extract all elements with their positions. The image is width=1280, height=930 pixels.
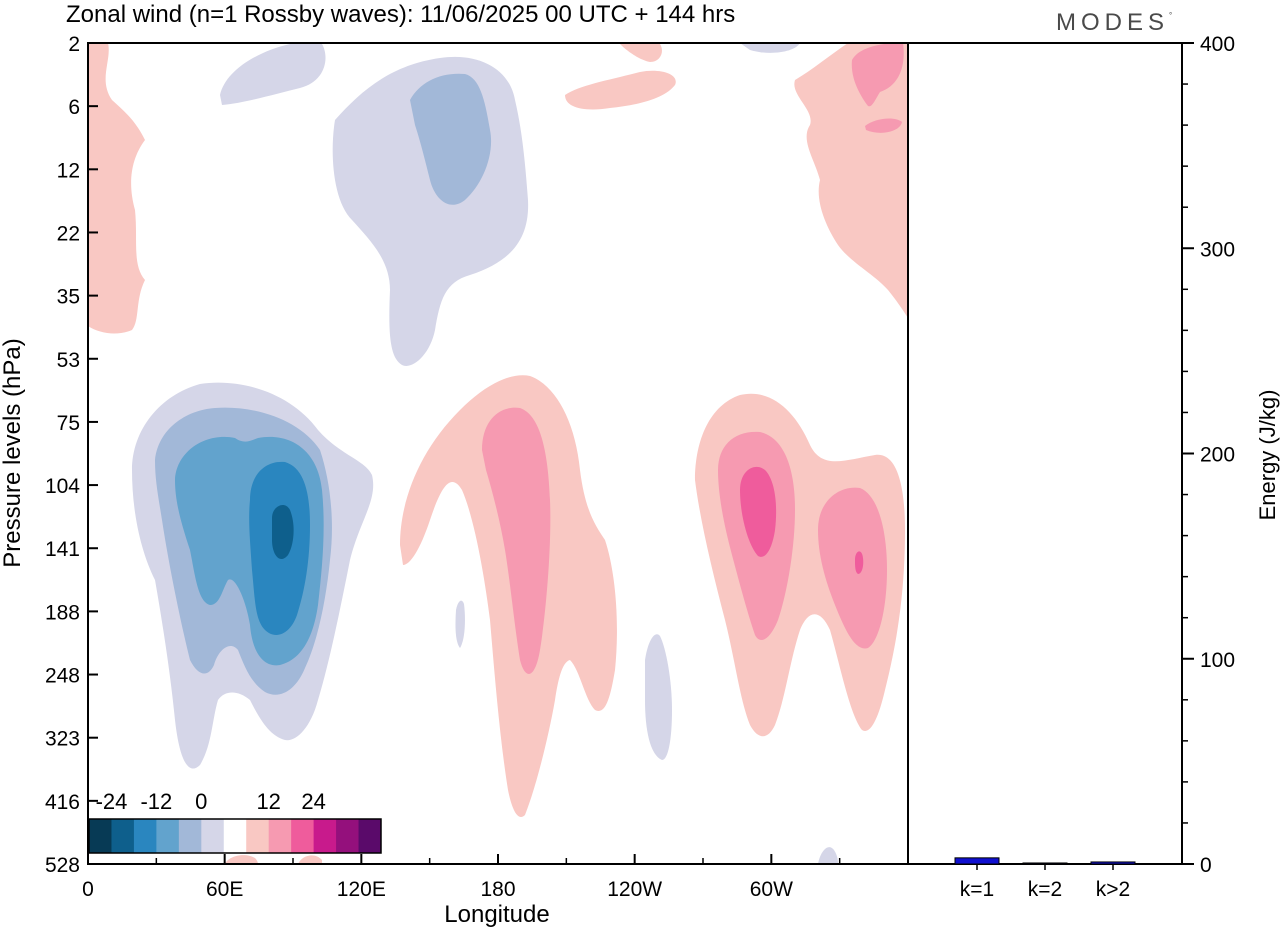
chart-title: Zonal wind (n=1 Rossby waves): 11/06/202… xyxy=(66,1,735,28)
contour-pos-top-small-2 xyxy=(620,44,662,62)
contour-pos-bottom-2 xyxy=(298,855,322,864)
contour-pos-60w-max-left xyxy=(740,466,777,557)
colorbar-swatch xyxy=(291,819,315,853)
energy-bar xyxy=(1022,862,1068,865)
x-tick-label: 120W xyxy=(607,878,662,901)
colorbar: -24 -12 0 12 24 xyxy=(88,789,382,854)
colorbar-label: 12 xyxy=(256,789,280,814)
energy-bar xyxy=(1090,861,1136,865)
y-tick-label: 53 xyxy=(57,349,80,372)
y-tick-label: 22 xyxy=(57,222,80,245)
energy-category-label: k=2 xyxy=(1028,878,1062,901)
contour-pos-60w-core-right xyxy=(818,487,887,649)
contour-neg-upper-core xyxy=(410,73,492,205)
contour-pos-right-edge-core-2 xyxy=(865,118,902,133)
colorbar-swatch xyxy=(156,819,180,853)
modes-logo: MODES° xyxy=(1056,9,1173,36)
colorbar-swatch xyxy=(223,819,247,853)
energy-tick-label: 0 xyxy=(1200,854,1212,877)
x-tick-label: 60W xyxy=(750,878,793,901)
energy-category-label: k>2 xyxy=(1096,878,1130,901)
colorbar-label: 24 xyxy=(301,789,325,814)
colorbar-swatch xyxy=(358,819,382,853)
contour-pos-bottom-1 xyxy=(225,855,258,864)
energy-bar xyxy=(954,857,1000,865)
y-tick-label: 188 xyxy=(45,601,80,624)
contour-neg-lower-18 xyxy=(272,504,294,560)
y-tick-label: 75 xyxy=(57,412,80,435)
contour-pos-left-edge xyxy=(88,43,145,334)
energy-bar-chart: 0 100 200 300 400 k=1 k=2 k>2 xyxy=(908,33,1235,901)
contour-neg-bottom-small xyxy=(818,847,838,864)
colorbar-swatch xyxy=(111,819,135,853)
colorbar-swatch xyxy=(89,819,112,853)
y-tick-label: 35 xyxy=(57,286,80,309)
contour-pos-top-small-1 xyxy=(565,70,676,110)
y-tick-label: 528 xyxy=(45,854,80,877)
pressure-axis: 2 6 12 22 35 53 75 104 141 188 248 323 416 528 xyxy=(45,33,98,877)
energy-tick-label: 100 xyxy=(1200,649,1235,672)
energy-axis-label: Energy (J/kg) xyxy=(1255,390,1280,521)
colorbar-swatch xyxy=(313,819,337,853)
contour-map xyxy=(87,42,909,865)
colorbar-swatch xyxy=(133,819,157,853)
contour-neg-top-edge xyxy=(740,43,800,53)
y-axis-label: Pressure levels (hPa) xyxy=(0,338,26,567)
colorbar-swatch xyxy=(178,819,202,853)
x-tick-label: 120E xyxy=(337,878,386,901)
y-tick-label: 323 xyxy=(45,728,80,751)
colorbar-swatch xyxy=(336,819,360,853)
y-tick-label: 141 xyxy=(45,538,80,561)
y-tick-label: 416 xyxy=(45,791,80,814)
colorbar-swatch xyxy=(201,819,225,853)
y-tick-label: 248 xyxy=(45,665,80,688)
contour-neg-small-blob xyxy=(645,634,672,760)
longitude-axis: 0 60E 120E 180 120W 60W xyxy=(82,854,841,901)
y-tick-label: 2 xyxy=(68,33,80,56)
x-tick-label: 0 xyxy=(82,878,94,901)
contour-pos-right-edge xyxy=(794,43,908,318)
energy-tick-label: 300 xyxy=(1200,238,1235,261)
contour-pos-dateline-outer xyxy=(400,375,617,818)
x-tick-label: 180 xyxy=(480,878,515,901)
energy-category-label: k=1 xyxy=(960,878,994,901)
contour-neg-upper-left xyxy=(220,44,326,105)
x-tick-label: 60E xyxy=(206,878,243,901)
colorbar-swatch xyxy=(246,819,270,853)
colorbar-label: 0 xyxy=(195,789,207,814)
colorbar-label: -12 xyxy=(140,789,172,814)
y-tick-label: 12 xyxy=(57,159,80,182)
contour-neg-small-sliver xyxy=(455,600,465,648)
y-tick-label: 104 xyxy=(45,475,80,498)
colorbar-swatch xyxy=(268,819,292,853)
energy-tick-label: 400 xyxy=(1200,33,1235,56)
colorbar-label: -24 xyxy=(96,789,128,814)
y-tick-label: 6 xyxy=(68,96,80,119)
contour-pos-right-edge-core xyxy=(851,43,904,107)
energy-tick-label: 200 xyxy=(1200,444,1235,467)
contour-pos-dateline-core xyxy=(482,407,551,674)
x-axis-label: Longitude xyxy=(444,901,549,928)
contour-pos-60w-max-right xyxy=(855,551,864,574)
colorbar-frame xyxy=(88,818,382,854)
